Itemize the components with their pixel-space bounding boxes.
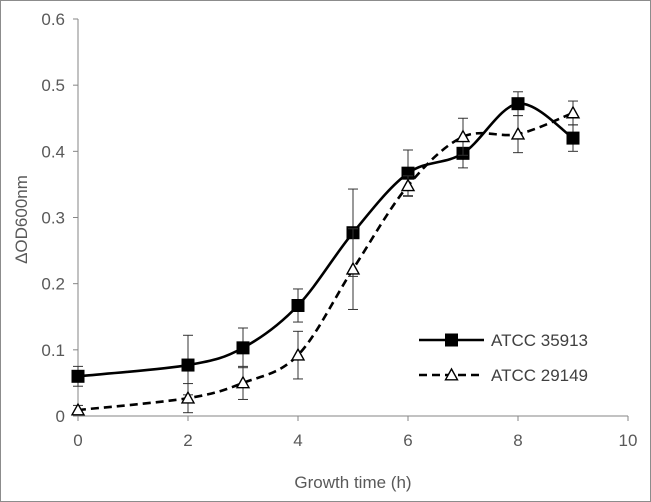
x-tick-labels: 0 2 4 6 8 10 (73, 431, 637, 450)
data-point-triangle (290, 347, 306, 361)
y-tick-label: 0.6 (41, 10, 65, 29)
data-point-triangle (400, 178, 416, 192)
legend-marker-triangle (444, 367, 459, 381)
y-tick-label: 0 (56, 407, 65, 426)
legend-item-atcc-29149: ATCC 29149 (419, 366, 588, 385)
y-tick-label: 0.1 (41, 341, 65, 360)
x-tick-label: 8 (513, 431, 522, 450)
x-tick-label: 2 (183, 431, 192, 450)
y-tick-labels: 0 0.1 0.2 0.3 0.4 0.5 0.6 (41, 10, 65, 426)
x-tick-label: 0 (73, 431, 82, 450)
y-tick-label: 0.5 (41, 76, 65, 95)
data-point-square (236, 341, 250, 355)
legend-item-atcc-35913: ATCC 35913 (419, 331, 588, 350)
legend-marker-square (445, 333, 458, 347)
y-axis-title: ΔOD600nm (12, 175, 31, 264)
data-point-triangle (180, 390, 196, 404)
data-point-square (566, 131, 580, 145)
x-axis-title: Growth time (h) (294, 473, 411, 492)
data-point-triangle (70, 402, 86, 416)
data-point-triangle (455, 129, 471, 143)
data-point-triangle (235, 375, 251, 389)
y-tick-label: 0.3 (41, 209, 65, 228)
data-point-square (181, 358, 195, 372)
x-tick-label: 4 (293, 431, 302, 450)
legend-label-atcc-35913: ATCC 35913 (491, 331, 588, 350)
legend-label-atcc-29149: ATCC 29149 (491, 366, 588, 385)
data-point-square (291, 299, 305, 313)
series-layer (70, 91, 581, 416)
y-tick-label: 0.4 (41, 142, 65, 161)
legend: ATCC 35913 ATCC 29149 (419, 331, 588, 385)
x-tick-label: 6 (403, 431, 412, 450)
series-atcc-29149 (70, 100, 581, 416)
data-point-triangle (345, 261, 361, 275)
data-point-square (401, 166, 415, 180)
data-point-square (511, 97, 525, 111)
axes (73, 18, 629, 421)
data-point-triangle (510, 126, 526, 140)
y-tick-label: 0.2 (41, 275, 65, 294)
data-point-triangle (565, 105, 581, 119)
data-point-square (71, 369, 85, 383)
x-tick-label: 10 (619, 431, 638, 450)
